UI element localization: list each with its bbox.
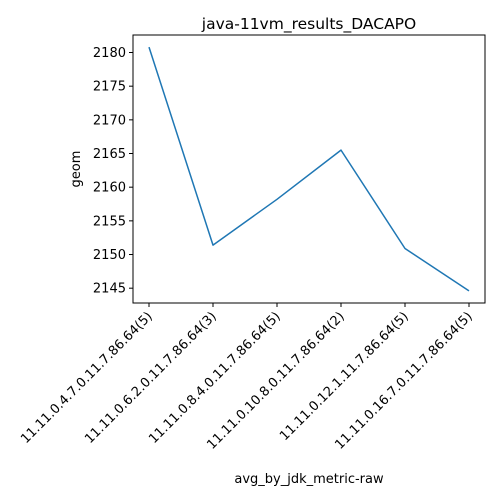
x-axis-label: avg_by_jdk_metric-raw <box>234 472 384 487</box>
y-tick-label: 2145 <box>93 282 126 297</box>
y-tick-label: 2180 <box>93 46 126 61</box>
y-tick-label: 2175 <box>93 80 126 95</box>
y-tick-label: 2165 <box>93 147 126 162</box>
y-tick-label: 2160 <box>93 181 126 196</box>
chart-title: java-11vm_results_DACAPO <box>201 15 416 34</box>
y-tick-label: 2170 <box>93 113 126 128</box>
y-tick-label: 2150 <box>93 248 126 263</box>
y-tick-label: 2155 <box>93 214 126 229</box>
y-axis-label: geom <box>69 151 84 188</box>
